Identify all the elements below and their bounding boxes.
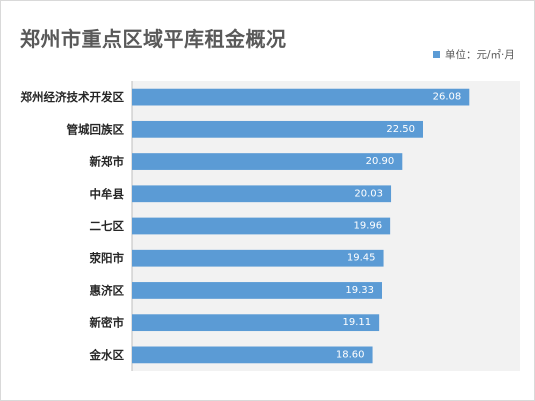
bar [132,346,373,364]
bar [132,185,392,203]
value-labels: 26.08 22.50 20.90 20.03 19.96 19.45 19.33 19.11… [336,92,461,361]
category-label: 荥阳市 [90,251,125,265]
value-label: 20.03 [354,188,383,199]
bar [132,249,384,267]
bar [132,153,403,170]
legend: 单位：元/㎡·月 [433,47,515,61]
bars [132,88,470,364]
value-label: 19.33 [345,285,374,296]
legend-label: 单位：元/㎡·月 [445,48,515,61]
legend-swatch [433,50,440,58]
value-label: 18.60 [336,349,365,360]
value-label: 26.08 [433,92,462,103]
value-label: 22.50 [386,124,415,135]
value-label: 19.11 [343,317,372,328]
category-label: 二七区 [90,219,125,233]
bar [132,314,380,332]
category-label: 新郑市 [90,155,125,169]
category-label: 新密市 [90,316,125,330]
bar [132,217,391,235]
category-label: 惠济区 [90,283,125,297]
bar [132,88,470,106]
value-label: 19.45 [347,253,376,264]
chart-title: 郑州市重点区域平库租金概况 [20,27,287,51]
value-label: 20.90 [366,156,395,167]
bar [132,282,383,299]
bar [132,120,423,138]
category-label: 郑州经济技术开发区 [21,90,125,104]
value-label: 19.96 [354,221,383,232]
category-label: 中牟县 [90,187,125,201]
category-label: 管城回族区 [67,122,125,136]
category-label: 金水区 [89,348,125,362]
